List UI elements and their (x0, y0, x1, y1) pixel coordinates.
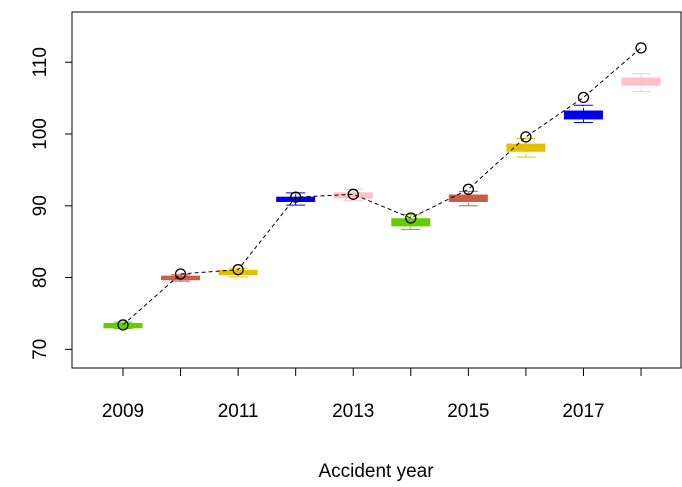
x-tick-label: 2009 (102, 401, 144, 422)
plot-frame (71, 11, 682, 369)
y-tick-label: 90 (30, 195, 51, 216)
x-axis-title: Accident year (318, 461, 434, 482)
y-tick-label: 70 (30, 339, 51, 360)
x-tick-label: 2011 (218, 401, 259, 422)
point (174, 268, 187, 280)
x-tick-label: 2015 (447, 401, 489, 422)
x-tick-label: 2017 (562, 401, 604, 422)
point (405, 212, 417, 224)
point (117, 319, 129, 331)
y-tick-label: 110 (30, 47, 51, 77)
x-tick-label: 2013 (332, 401, 374, 422)
point (347, 188, 359, 200)
trend-line (122, 47, 642, 326)
y-tick-label: 100 (30, 118, 51, 150)
point (232, 264, 244, 276)
point (635, 42, 647, 54)
point (290, 191, 302, 203)
point (520, 131, 532, 143)
point (577, 91, 590, 104)
y-tick-label: 80 (30, 267, 51, 288)
point (462, 183, 475, 195)
